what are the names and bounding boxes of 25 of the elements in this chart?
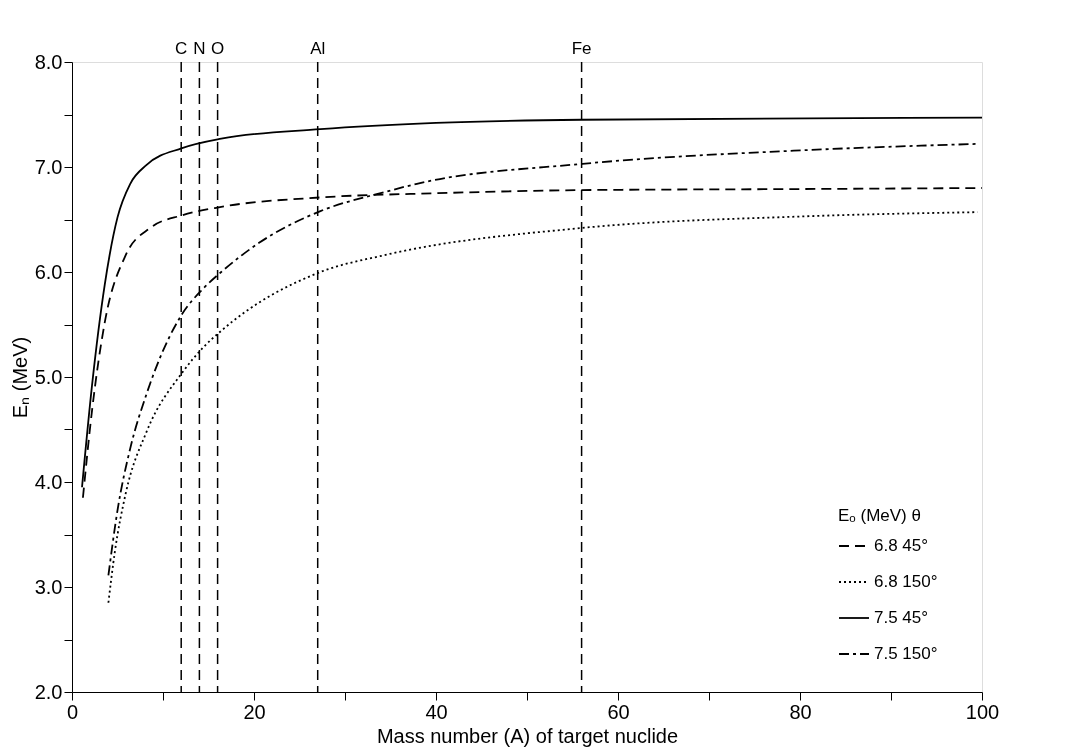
ref-line-label: N	[193, 39, 206, 58]
y-tick-label: 7.0	[34, 155, 63, 178]
y-tick-label: 6.0	[34, 260, 63, 283]
x-tick-label: 20	[243, 700, 266, 723]
legend-label: 6.8 45°	[874, 536, 929, 555]
y-axis-title: Eₙ (MeV)	[8, 336, 31, 419]
y-tick-label: 2.0	[34, 680, 63, 703]
legend-label: 6.8 150°	[874, 572, 938, 591]
ref-line-label: C	[175, 39, 188, 58]
x-tick-label: 80	[789, 700, 812, 723]
ref-line-label: Al	[310, 39, 326, 58]
x-tick-label: 100	[965, 700, 1000, 723]
x-tick-label: 40	[425, 700, 448, 723]
legend-title: Eₒ (MeV) θ	[838, 506, 921, 525]
ref-line-label: O	[210, 39, 225, 58]
x-tick-label: 0	[66, 700, 79, 723]
x-axis-title: Mass number (A) of target nuclide	[376, 724, 679, 747]
y-tick-label: 5.0	[34, 365, 63, 388]
ref-line-label: Fe	[571, 39, 592, 58]
legend-label: 7.5 150°	[874, 644, 938, 663]
y-tick-label: 4.0	[34, 470, 63, 493]
y-tick-label: 8.0	[34, 50, 63, 73]
x-tick-label: 60	[607, 700, 630, 723]
legend-label: 7.5 45°	[874, 608, 929, 627]
y-tick-label: 3.0	[34, 575, 63, 598]
